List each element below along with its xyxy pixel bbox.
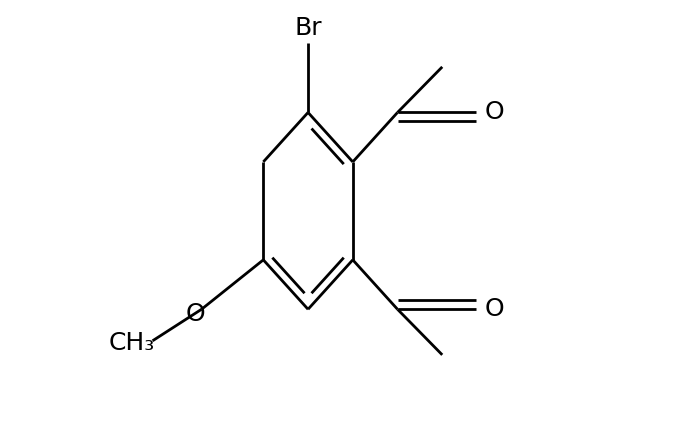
Text: O: O (485, 297, 505, 321)
Text: O: O (485, 101, 505, 124)
Text: CH₃: CH₃ (108, 331, 154, 355)
Text: O: O (186, 302, 205, 325)
Text: Br: Br (294, 17, 322, 40)
